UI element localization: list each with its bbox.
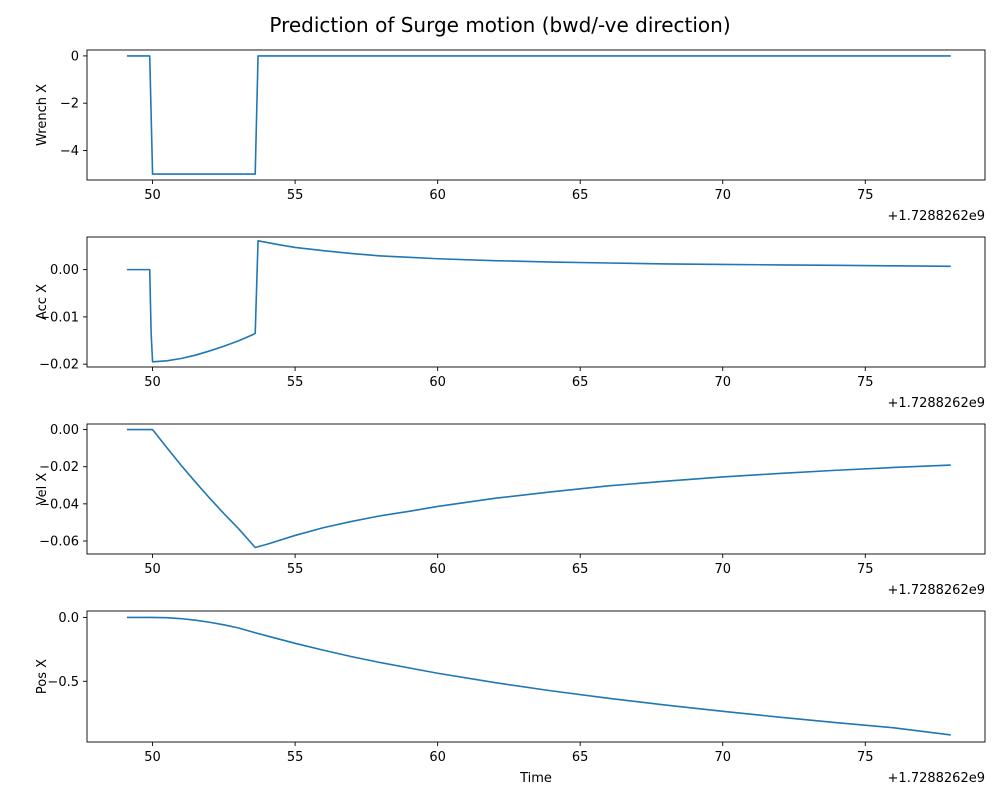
x-tick-label: 65 bbox=[572, 750, 589, 765]
x-tick-label: 50 bbox=[144, 750, 161, 765]
y-tick-label: −0.04 bbox=[39, 497, 79, 512]
x-tick-label: 55 bbox=[287, 375, 304, 390]
y-tick-label: −0.06 bbox=[39, 535, 79, 550]
x-tick-label: 60 bbox=[429, 562, 446, 577]
x-tick-label: 65 bbox=[572, 375, 589, 390]
x-axis-label: Time bbox=[519, 771, 552, 786]
x-tick-label: 50 bbox=[144, 188, 161, 203]
x-tick-label: 50 bbox=[144, 375, 161, 390]
subplot-1: 50 55 60 65 70 75 +1.7288262e9 0 −2 −4 Wrench X bbox=[35, 49, 986, 224]
x-offset-label: +1.7288262e9 bbox=[888, 209, 985, 224]
x-tick-label: 50 bbox=[144, 562, 161, 577]
y-tick-label: −0.02 bbox=[39, 358, 79, 373]
chart-title: Prediction of Surge motion (bwd/-ve dire… bbox=[269, 13, 730, 37]
y-axis-label: Pos X bbox=[35, 659, 50, 694]
y-tick-label: −0.02 bbox=[39, 460, 79, 475]
series-line-2 bbox=[126, 239, 951, 363]
y-tick-label: 0 bbox=[71, 49, 79, 64]
y-axis-label: Acc X bbox=[35, 284, 50, 320]
x-tick-label: 60 bbox=[429, 375, 446, 390]
x-tick-label: 55 bbox=[287, 562, 304, 577]
y-tick-label: −0.01 bbox=[39, 310, 79, 325]
x-offset-label: +1.7288262e9 bbox=[888, 771, 985, 786]
x-tick-label: 70 bbox=[714, 562, 731, 577]
y-tick-label: −2 bbox=[60, 97, 79, 112]
subplot-2: 50 55 60 65 70 75 +1.7288262e9 0.00 −0.01 −0.02 Ac… bbox=[35, 236, 986, 411]
y-tick-label: 0.0 bbox=[58, 611, 79, 626]
y-tick-label: −0.5 bbox=[47, 675, 79, 690]
subplot-3: 50 55 60 65 70 75 +1.7288262e9 0.00 −0.02 −0.04 −0… bbox=[35, 423, 986, 598]
y-tick-label: 0.00 bbox=[50, 263, 79, 278]
x-tick-label: 70 bbox=[714, 188, 731, 203]
x-tick-label: 75 bbox=[857, 562, 874, 577]
x-offset-label: +1.7288262e9 bbox=[888, 583, 985, 598]
y-tick-label: 0.00 bbox=[50, 423, 79, 438]
x-offset-label: +1.7288262e9 bbox=[888, 396, 985, 411]
series-line-1 bbox=[126, 55, 951, 175]
x-tick-label: 75 bbox=[857, 750, 874, 765]
axes-frame bbox=[86, 423, 986, 555]
x-tick-label: 65 bbox=[572, 188, 589, 203]
x-tick-label: 60 bbox=[429, 188, 446, 203]
x-tick-label: 70 bbox=[714, 375, 731, 390]
y-axis-label: Vel X bbox=[35, 473, 50, 506]
axes-frame bbox=[86, 49, 986, 181]
x-tick-label: 60 bbox=[429, 750, 446, 765]
y-tick-label: −4 bbox=[60, 144, 79, 159]
axes-frame bbox=[86, 236, 986, 368]
x-tick-label: 55 bbox=[287, 188, 304, 203]
x-tick-label: 70 bbox=[714, 750, 731, 765]
x-tick-label: 75 bbox=[857, 188, 874, 203]
axes-frame bbox=[86, 610, 986, 743]
x-tick-label: 55 bbox=[287, 750, 304, 765]
x-tick-label: 75 bbox=[857, 375, 874, 390]
series-line-4 bbox=[126, 616, 951, 736]
y-axis-label: Wrench X bbox=[35, 84, 50, 146]
series-line-3 bbox=[126, 428, 951, 549]
x-tick-label: 65 bbox=[572, 562, 589, 577]
